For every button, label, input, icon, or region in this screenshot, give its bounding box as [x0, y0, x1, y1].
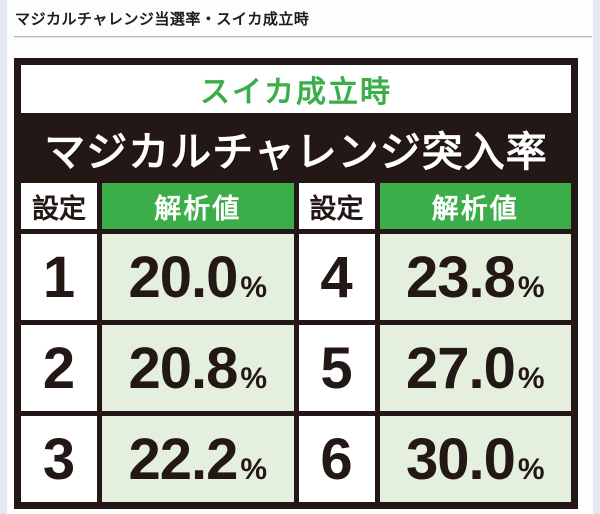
setting-cell-2: 2: [21, 325, 97, 411]
value-cell-3: 22.2%: [102, 416, 294, 502]
value-text: 27.0%: [405, 335, 545, 401]
column-header-value-left: 解析値: [102, 183, 294, 229]
value-cell-1: 20.0%: [102, 234, 294, 320]
setting-cell-4: 4: [298, 234, 375, 320]
value-text: 22.2%: [128, 426, 268, 492]
value-cell-5: 27.0%: [379, 325, 571, 411]
percent-sign: %: [517, 270, 545, 304]
percent-sign: %: [517, 361, 545, 395]
setting-cell-5: 5: [298, 325, 375, 411]
column-header-value-right: 解析値: [379, 183, 571, 229]
column-header-setting-left: 設定: [21, 183, 97, 229]
value-cell-2: 20.8%: [102, 325, 294, 411]
percent-sign: %: [240, 361, 268, 395]
percent-sign: %: [240, 452, 268, 486]
value-text: 20.8%: [128, 335, 268, 401]
page-content: マジカルチャレンジ当選率・スイカ成立時 スイカ成立時 マジカルチャレンジ突入率 …: [7, 0, 593, 514]
setting-cell-6: 6: [298, 416, 375, 502]
column-header-setting-right: 設定: [298, 183, 375, 229]
value-cell-6: 30.0%: [379, 416, 571, 502]
percent-sign: %: [240, 270, 268, 304]
table-grid: 設定 解析値 設定 解析値 1 20.0% 4 23.8% 2 20.8%: [21, 183, 571, 502]
setting-cell-1: 1: [21, 234, 97, 320]
value-text: 30.0%: [405, 426, 545, 492]
page-title: マジカルチャレンジ当選率・スイカ成立時: [15, 11, 310, 28]
setting-cell-3: 3: [21, 416, 97, 502]
value-text: 23.8%: [405, 244, 545, 310]
table-title-banner: マジカルチャレンジ突入率: [44, 129, 548, 175]
percent-sign: %: [517, 452, 545, 486]
value-text: 20.0%: [128, 244, 268, 310]
table-subtitle: スイカ成立時: [21, 65, 571, 113]
value-cell-4: 23.8%: [379, 234, 571, 320]
magical-challenge-rate-table: スイカ成立時 マジカルチャレンジ突入率 設定 解析値 設定 解析値 1 20.0…: [14, 58, 578, 509]
divider: [14, 36, 592, 38]
